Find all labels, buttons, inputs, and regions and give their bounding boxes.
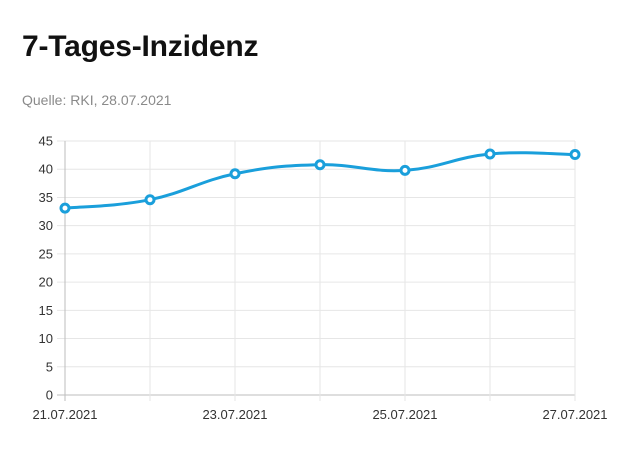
data-point[interactable] [399, 164, 411, 176]
y-tick-label: 15 [39, 303, 53, 318]
y-tick-label: 20 [39, 275, 53, 290]
y-tick-label: 25 [39, 246, 53, 261]
x-tick-label: 25.07.2021 [372, 407, 437, 422]
x-tick-labels: 21.07.2021 23.07.2021 25.07.2021 27.07.2021 [32, 407, 607, 422]
y-tick-label: 0 [46, 388, 53, 403]
x-tick-label: 21.07.2021 [32, 407, 97, 422]
data-point[interactable] [59, 202, 71, 214]
x-tick-label: 23.07.2021 [202, 407, 267, 422]
y-tick-label: 10 [39, 331, 53, 346]
y-tick-label: 45 [39, 134, 53, 149]
y-tick-label: 35 [39, 190, 53, 205]
data-point[interactable] [314, 159, 326, 171]
data-point[interactable] [484, 148, 496, 160]
series [59, 148, 581, 214]
chart-title: 7-Tages-Inzidenz [22, 30, 259, 63]
y-tick-label: 40 [39, 162, 53, 177]
x-tick-label: 27.07.2021 [542, 407, 607, 422]
y-tick-label: 5 [46, 359, 53, 374]
chart-source: Quelle: RKI, 28.07.2021 [22, 92, 172, 108]
data-point[interactable] [569, 149, 581, 161]
data-point[interactable] [229, 168, 241, 180]
data-point[interactable] [144, 194, 156, 206]
grid-lines [57, 140, 576, 401]
y-tick-label: 30 [39, 218, 53, 233]
y-tick-labels: 0 5 10 15 20 25 30 35 40 45 [39, 134, 53, 403]
